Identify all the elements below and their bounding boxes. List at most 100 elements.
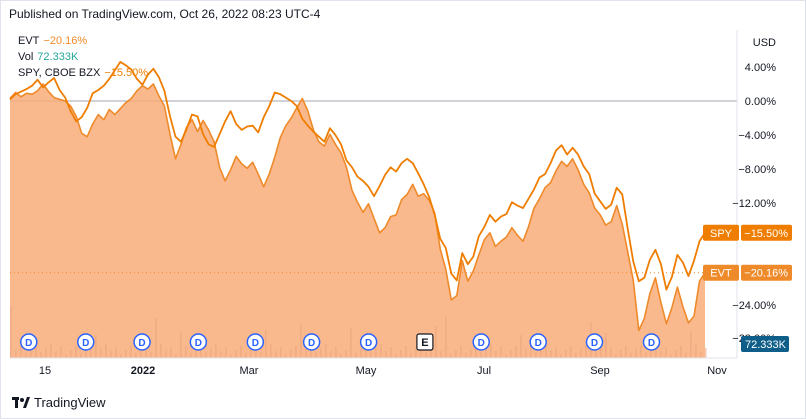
volume-bar — [15, 350, 17, 358]
volume-bar — [210, 348, 212, 358]
volume-bar — [30, 349, 32, 358]
volume-bar — [695, 345, 697, 358]
volume-bar — [700, 352, 702, 358]
volume-bar — [140, 349, 142, 358]
volume-bar — [440, 351, 442, 358]
x-tick-label: Sep — [590, 365, 610, 377]
volume-bar — [100, 348, 102, 358]
footer-brand[interactable]: TradingView — [12, 395, 106, 410]
brand-name: TradingView — [34, 395, 106, 410]
volume-bar — [40, 352, 42, 358]
volume-bar — [615, 354, 617, 358]
volume-bar — [620, 350, 622, 358]
volume-bar — [145, 345, 147, 358]
volume-bar — [300, 323, 302, 358]
legend-spy-value: −15.50% — [104, 67, 149, 79]
volume-bar — [435, 326, 437, 358]
volume-bar — [385, 351, 387, 358]
evt-name-badge — [703, 264, 739, 281]
volume-bar — [360, 349, 362, 358]
legend-spy[interactable]: SPY, CBOE BZX −15.50% — [18, 65, 148, 81]
dividend-marker-label: D — [535, 338, 542, 349]
volume-bar — [95, 334, 97, 358]
volume-bar — [645, 352, 647, 358]
dividend-marker-label: D — [648, 338, 655, 349]
dividend-marker — [585, 333, 604, 351]
y-tick-label: −8.00% — [738, 164, 776, 176]
evt-series-line — [9, 83, 706, 332]
dividend-marker — [529, 333, 547, 351]
spy-value-badge — [741, 224, 792, 241]
tradingview-logo-icon — [12, 396, 30, 409]
volume-bar — [90, 345, 92, 358]
volume-bar — [265, 330, 267, 358]
spy-name-badge — [703, 224, 739, 241]
legend-evt[interactable]: EVT −20.16% — [18, 33, 148, 49]
volume-value-badge-text: 72.333K — [745, 339, 787, 351]
dividend-marker — [359, 333, 378, 351]
volume-bar — [270, 344, 272, 358]
dividend-marker-label: D — [365, 338, 372, 349]
volume-bar — [685, 353, 687, 358]
dividend-marker — [642, 333, 661, 351]
volume-bar — [65, 354, 67, 358]
volume-bar — [310, 345, 312, 358]
volume-bar — [185, 346, 187, 358]
volume-bar — [220, 351, 222, 358]
x-tick-label: Nov — [707, 365, 727, 377]
volume-bar — [20, 346, 22, 358]
volume-bar — [120, 354, 122, 358]
legend-vol-label: Vol — [18, 51, 34, 63]
legend-vol[interactable]: Vol 72.333K — [18, 49, 148, 65]
volume-bar — [605, 333, 607, 358]
volume-bar — [275, 351, 277, 358]
volume-bar — [455, 350, 457, 358]
volume-bar — [460, 346, 462, 358]
currency-label: USD — [753, 37, 776, 49]
volume-bar — [425, 352, 427, 358]
volume-bar — [390, 347, 392, 358]
evt-name-badge-text: EVT — [710, 268, 732, 280]
dividend-marker — [302, 333, 321, 351]
published-caption: Published on TradingView.com, Oct 26, 20… — [9, 7, 321, 21]
volume-bar — [480, 352, 482, 358]
volume-bar — [475, 345, 477, 358]
y-tick-label: −4.00% — [738, 130, 776, 142]
volume-bar — [575, 353, 577, 358]
volume-bar — [190, 353, 192, 358]
volume-bar — [155, 318, 157, 358]
legend-vol-value: 72.333K — [37, 51, 79, 63]
volume-bar — [610, 347, 612, 358]
volume-bar — [365, 345, 367, 358]
volume-bar — [705, 348, 707, 358]
volume-bar — [490, 344, 492, 358]
earnings-marker-label: E — [421, 337, 428, 349]
volume-bar — [80, 353, 82, 358]
dividend-marker-label: D — [138, 338, 145, 349]
volume-bar — [180, 332, 182, 358]
volume-bar — [450, 354, 452, 358]
volume-bar — [370, 352, 372, 358]
y-tick-label: −12.00% — [732, 198, 776, 210]
evt-value-badge — [741, 264, 792, 281]
volume-bar — [260, 352, 262, 358]
volume-bar — [285, 354, 287, 358]
dividend-marker — [189, 333, 208, 351]
volume-bar — [380, 344, 382, 358]
volume-bar — [395, 354, 397, 358]
volume-bar — [85, 349, 87, 358]
volume-bar — [525, 349, 527, 358]
volume-bar — [600, 344, 602, 358]
dividend-marker — [246, 333, 265, 351]
x-tick-label: Jul — [477, 365, 491, 377]
volume-bar — [545, 344, 547, 358]
volume-bar — [445, 317, 447, 358]
legend-evt-label: EVT — [18, 35, 40, 47]
volume-bar — [110, 351, 112, 358]
volume-bar — [215, 344, 217, 358]
volume-bar — [410, 353, 412, 358]
volume-bar — [520, 335, 522, 358]
volume-bar — [250, 349, 252, 358]
dividend-marker-label: D — [195, 338, 202, 349]
